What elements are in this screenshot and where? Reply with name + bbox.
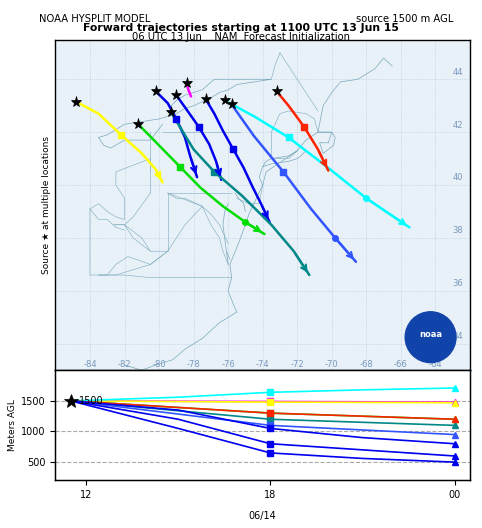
- Text: NOAA HYSPLIT MODEL: NOAA HYSPLIT MODEL: [39, 14, 150, 24]
- Text: 06/14: 06/14: [249, 511, 277, 521]
- Text: -68: -68: [360, 360, 373, 369]
- Text: -80: -80: [152, 360, 166, 369]
- Y-axis label: Source ★ at multiple locations: Source ★ at multiple locations: [42, 136, 51, 274]
- Text: Forward trajectories starting at 1100 UTC 13 Jun 15: Forward trajectories starting at 1100 UT…: [83, 23, 399, 33]
- Text: 1500: 1500: [79, 396, 103, 406]
- Text: 42: 42: [453, 120, 463, 129]
- Text: 06 UTC 13 Jun    NAM  Forecast Initialization: 06 UTC 13 Jun NAM Forecast Initializatio…: [132, 32, 350, 42]
- Text: 44: 44: [453, 68, 463, 77]
- Text: 34: 34: [453, 332, 463, 341]
- Text: -66: -66: [394, 360, 408, 369]
- Text: -84: -84: [83, 360, 97, 369]
- Text: 40: 40: [453, 173, 463, 183]
- Text: -64: -64: [428, 360, 442, 369]
- Text: -76: -76: [221, 360, 235, 369]
- Text: -78: -78: [187, 360, 201, 369]
- Text: 38: 38: [452, 227, 463, 235]
- Text: -82: -82: [118, 360, 131, 369]
- Y-axis label: Meters AGL: Meters AGL: [8, 400, 17, 451]
- Text: -74: -74: [256, 360, 269, 369]
- Text: 36: 36: [452, 279, 463, 288]
- Text: -72: -72: [291, 360, 304, 369]
- Text: -70: -70: [325, 360, 338, 369]
- Text: source 1500 m AGL: source 1500 m AGL: [356, 14, 453, 24]
